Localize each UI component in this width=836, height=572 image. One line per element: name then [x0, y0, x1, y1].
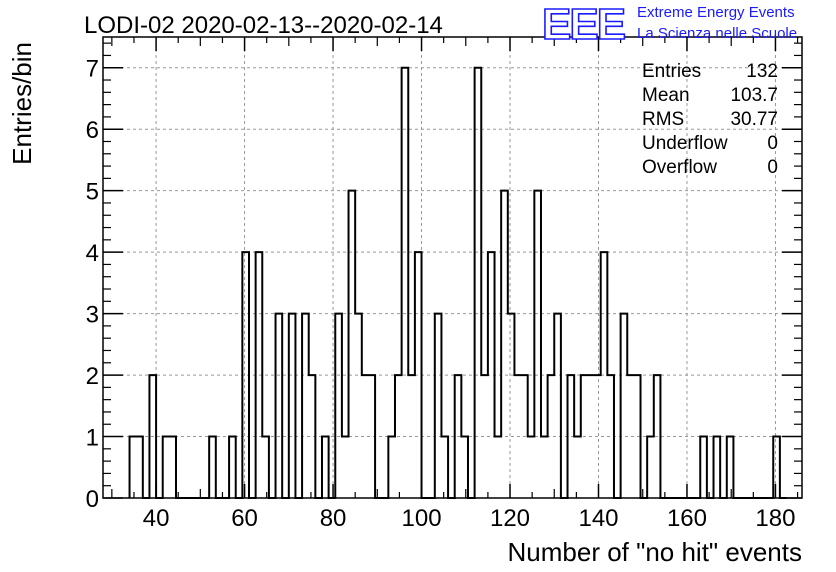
x-tick-label: 120: [490, 505, 530, 532]
y-tick-label: 1: [86, 425, 99, 452]
y-tick-label: 7: [86, 56, 99, 83]
x-tick-label: 60: [231, 505, 258, 532]
stats-value: 0: [767, 157, 778, 178]
histogram-bin: [342, 437, 349, 498]
stats-label: Underflow: [642, 133, 728, 154]
x-tick-label: 80: [320, 505, 347, 532]
x-axis-label: Number of "no hit" events: [508, 537, 803, 567]
x-tick-label: 140: [578, 505, 618, 532]
stats-value: 0: [767, 133, 778, 154]
stats-value: 103.7: [730, 85, 778, 106]
axis-ticks: [103, 37, 802, 499]
logo-line-1: Extreme Energy Events: [637, 4, 795, 21]
histogram-bin: [541, 437, 548, 498]
x-tick-label: 180: [755, 505, 795, 532]
y-tick-label: 5: [86, 179, 99, 206]
chart-title: LODI-02 2020-02-13--2020-02-14: [84, 12, 443, 39]
axis-tick-labels: 40 60 80 100 120 140 160 180 0 1 2 3 4 5 6 7: [86, 56, 796, 532]
histogram-bin: [574, 437, 581, 498]
x-tick-label: 40: [143, 505, 170, 532]
stats-label: Mean: [642, 85, 690, 106]
y-tick-label: 2: [86, 363, 99, 390]
stats-value: 132: [746, 61, 778, 82]
y-tick-label: 6: [86, 117, 99, 144]
x-tick-label: 160: [667, 505, 707, 532]
y-tick-label: 3: [86, 302, 99, 329]
y-tick-label: 0: [86, 486, 99, 513]
y-axis-label: Entries/bin: [7, 42, 37, 165]
stats-value: 30.77: [730, 109, 778, 130]
stats-label: RMS: [642, 109, 684, 130]
stats-label: Entries: [642, 61, 701, 82]
x-tick-label: 100: [402, 505, 442, 532]
histogram-bin: [495, 437, 502, 498]
grid-lines: [103, 37, 802, 498]
plot-frame: [102, 36, 803, 499]
logo-line-2: La Scienza nelle Scuole: [637, 25, 797, 42]
histogram-bin: [528, 437, 535, 498]
eee-logo: EEE: [542, 0, 625, 49]
y-tick-label: 4: [86, 240, 99, 267]
stats-label: Overflow: [642, 157, 717, 178]
